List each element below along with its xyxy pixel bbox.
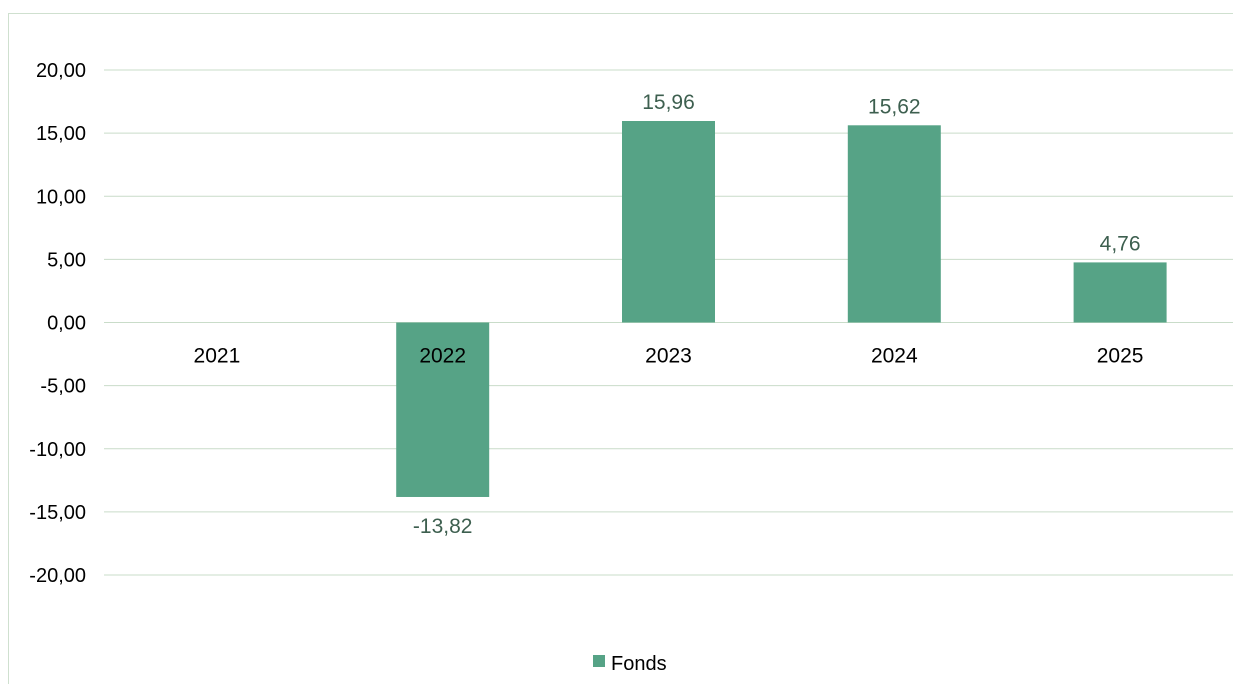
category-labels: 2021 2022 2023 2024 2025 [194,345,1144,368]
bar-2023 [622,121,715,323]
category-label-2022: 2022 [419,345,466,368]
y-tick-label: 15,00 [36,123,86,145]
data-label-2023: 15,96 [642,91,695,114]
category-label-2024: 2024 [871,345,918,368]
legend: Fonds [593,653,667,675]
category-label-2021: 2021 [194,345,241,368]
y-tick-label: -10,00 [29,439,86,461]
legend-swatch [593,655,605,667]
y-tick-label: 5,00 [47,249,86,271]
data-labels: -13,82 15,96 15,62 4,76 [413,91,1141,538]
y-tick-label: -15,00 [29,502,86,524]
legend-label: Fonds [611,653,667,675]
chart-frame [8,13,1233,684]
y-tick-label: 0,00 [47,313,86,335]
data-label-2025: 4,76 [1100,232,1141,255]
bar-2025 [1073,262,1167,323]
bar-2022 [396,322,490,497]
category-label-2025: 2025 [1097,345,1144,368]
y-axis-ticks: 20,00 15,00 10,00 5,00 0,00 -5,00 -10,00 -15,00… [29,60,86,587]
y-tick-label: -20,00 [29,565,86,587]
y-tick-label: -5,00 [40,376,86,398]
data-label-2022: -13,82 [413,515,473,538]
bars [396,121,1167,497]
y-tick-label: 10,00 [36,186,86,208]
category-label-2023: 2023 [645,345,692,368]
y-tick-label: 20,00 [36,60,86,82]
bar-2024 [847,125,941,323]
data-label-2024: 15,62 [868,95,921,118]
